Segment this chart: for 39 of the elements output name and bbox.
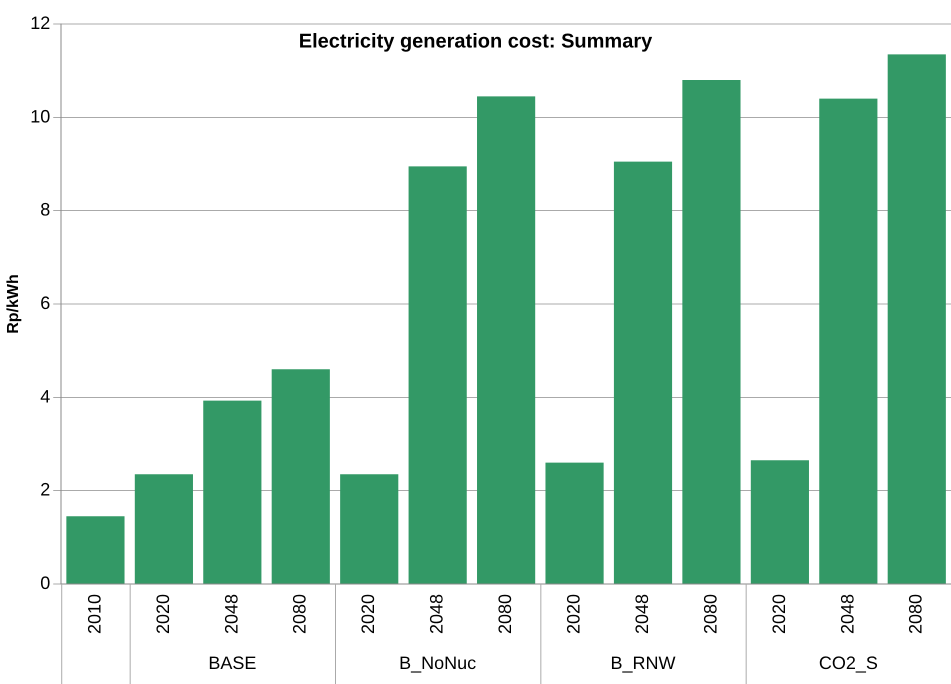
text: B_NoNuc	[399, 652, 476, 673]
y-tick-label: 6	[40, 292, 50, 313]
text: B_RNW	[610, 652, 676, 673]
y-tick-label: 2	[40, 480, 50, 500]
bar	[408, 166, 467, 584]
bar	[477, 96, 536, 584]
x-tick-label: 2020	[358, 594, 378, 634]
bar	[545, 462, 604, 584]
x-tick-label: 2020	[564, 594, 584, 634]
x-tick-label: 2048	[632, 594, 652, 634]
x-tick-label: 2020	[768, 594, 789, 634]
y-axis-title: Rp/kWh	[5, 274, 22, 334]
y-tick-label: 12	[30, 12, 50, 33]
bar	[750, 460, 809, 584]
x-tick-label: 2080	[495, 594, 516, 634]
x-tick-label: 2048	[426, 594, 447, 634]
x-tick-label: 2080	[906, 594, 926, 634]
bar	[819, 98, 878, 584]
y-tick-label: 10	[30, 106, 50, 126]
bar	[272, 369, 330, 584]
bar	[888, 54, 946, 584]
y-tick-label: 8	[40, 200, 50, 220]
bar	[134, 474, 193, 584]
y-tick-label: 4	[40, 386, 50, 406]
bar	[682, 80, 741, 584]
bar	[66, 516, 125, 584]
chart-title: Electricity generation cost: Summary	[298, 30, 654, 53]
x-tick-label: 2010	[84, 594, 104, 634]
x-tick-label: 2048	[837, 594, 858, 634]
bar	[614, 162, 672, 584]
text: CO2_S	[818, 652, 878, 673]
x-tick-label: 2080	[290, 594, 310, 634]
x-tick-label: 2020	[152, 594, 173, 634]
text: BASE	[208, 652, 256, 673]
y-tick-label: 0	[40, 572, 50, 593]
bar	[203, 400, 262, 584]
x-tick-label: 2080	[700, 594, 720, 634]
x-tick-label: 2048	[221, 594, 242, 634]
bar	[340, 474, 398, 584]
